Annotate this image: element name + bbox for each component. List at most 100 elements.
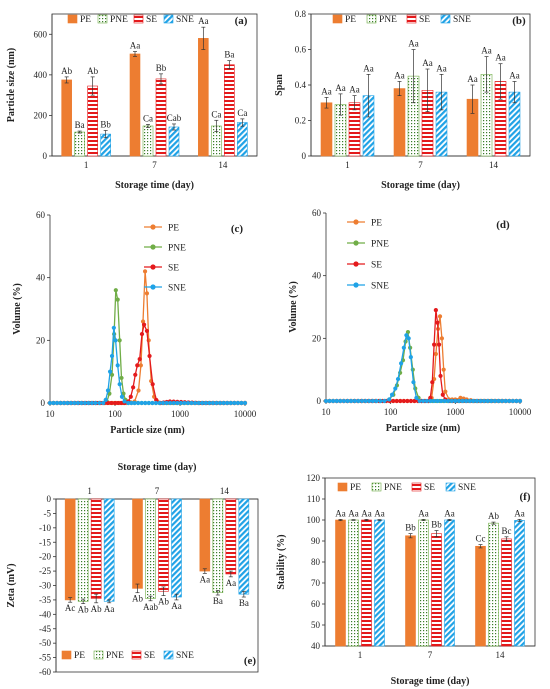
panel-e-ytick-label: -15 [39,537,51,547]
panel-b-bar-se-day1 [348,102,361,157]
panel-b-data-label: Aa [481,46,492,56]
panel-f-legend-swatch-pne [371,482,382,492]
panel-c-marker-se [141,322,147,327]
panel-b-ytick-label: 0.2 [295,116,306,126]
panel-c-panel-tag: (c) [231,223,244,235]
panel-f-ytick-label: 70 [311,578,321,588]
panel-e-y-axis-title: Zeta (mV) [6,563,17,607]
panel-e-ytick-label: -50 [39,638,51,648]
panel-b-legend-label-pe: PE [345,15,356,25]
panel-b-data-label: Aa [467,74,478,84]
panel-d-panel-tag: (d) [496,219,510,231]
panel-c-marker-se [105,400,110,406]
panel-d-marker-sne [449,398,454,404]
panel-a-bar-sne-day14 [237,122,248,157]
panel-c-marker-sne [68,400,74,406]
panel-d-marker-sne [514,398,519,404]
panel-a-frame [51,13,258,157]
panel-e-bar-sne-day7 [171,498,182,598]
panel-d-marker-sne [417,398,422,404]
panel-b-legend-swatch-pe [332,14,343,24]
panel-a-data-label: Ab [87,66,98,76]
panel-d-marker-sne [499,398,505,404]
panel-c-marker-se [154,397,159,402]
panel-c-marker-sne [132,400,137,406]
panel-d-marker-sne [460,398,465,404]
panel-b-data-label: Aa [408,39,419,49]
panel-e-ytick-label: -40 [39,609,51,619]
panel-c-marker-sne [109,353,115,359]
panel-c-marker-sne [232,400,237,406]
panel-f-data-label: Aa [374,509,385,519]
panel-c-marker-sne [239,400,244,406]
panel-b-legend-label-pne: PNE [379,15,397,25]
panel-d-marker-sne [424,398,429,404]
panel-e-bar-pne-day1 [77,498,89,602]
panel-d-marker-sne [341,398,347,404]
panel-b-data-label: Aa [436,63,447,73]
panel-c-marker-sne [185,400,191,406]
panel-d-marker-pne [405,329,411,335]
panel-c-marker-sne [89,400,95,406]
panel-f-bar-se-day1 [361,519,372,647]
panel-d-xtick-label: 10 [322,407,332,417]
panel-b-bar-pe-day7 [393,88,406,157]
panel-c-marker-sne [203,400,208,406]
panel-c-marker-sne [65,400,70,406]
panel-e-bar-se-day7 [158,498,169,592]
panel-f-bar-se-day14 [501,538,512,647]
panel-b-legend-swatch-se [406,14,417,24]
panel-d-marker-se [401,398,406,404]
panel-c-marker-sne [115,363,120,368]
panel-d-legend-label-pe: PE [371,219,382,229]
panel-d-marker-sne [482,398,487,404]
panel-c-marker-se [131,385,136,390]
panel-d-xtick-label: 10000 [509,407,532,417]
panel-c-marker-sne [146,400,151,406]
panel-e-bar-pne-day14 [212,498,224,594]
panel-b-data-label: Aa [394,70,405,80]
panel-d-legend-marker-pne [353,240,359,246]
panel-c-xtick-label: 100 [108,409,122,419]
panel-c-marker-sne [235,400,240,406]
panel-d-marker-sne [446,398,451,404]
panel-d-marker-sne [507,398,512,404]
panel-c-marker-sne [105,388,111,393]
panel-d-marker-sne [471,398,476,404]
panel-c-marker-pne [107,391,112,396]
panel-b-ytick-label: 0 [302,151,307,161]
panel-d-legend-marker-se [353,261,359,267]
panel-d-ytick-label: 40 [312,271,322,281]
panel-e-bar-pne-day7 [145,498,156,599]
panel-a-legend-swatch-pe [67,14,78,24]
panel-d-marker-sne [492,398,497,404]
panel-c-marker-se [119,400,124,406]
panel-e-ytick-label: -55 [39,653,51,663]
panel-d-series-line-pne [326,331,520,402]
panel-d-marker-se [433,308,438,313]
panel-b-legend-swatch-sne [440,14,451,24]
panel-c: 0 20 40 60 10 100 1000 10000 PE PNE SE SNE Particle … [12,210,257,436]
panel-e-legend-swatch-se [131,650,142,660]
panel-d-marker-se [432,342,437,347]
panel-a-legend-swatch-se [133,14,144,24]
panel-e-legend-swatch-sne [163,650,174,660]
panel-a-ytick-label: 0 [43,151,48,161]
panel-f-data-label: Aa [361,508,372,518]
panel-c-marker-sne [143,400,148,406]
panel-b: 00.20.40.60.8Aa Aa AaAa1AaAaAaAa7AaAaAaAa1… [274,9,531,191]
panel-a-legend-swatch-pne [97,14,108,24]
panel-d-marker-sne [442,398,447,404]
panel-a-xtick-label: 14 [218,160,228,170]
panel-a-data-label: Ba [75,120,85,130]
panel-d-marker-sne [485,398,490,404]
panel-d-marker-sne [474,398,480,404]
panel-e-legend-label-sne: SNE [176,651,194,661]
panel-c-legend-marker-se [150,264,156,270]
panel-c-marker-sne [175,400,180,406]
panel-d-marker-sne [334,398,339,404]
panel-d-marker-sne [503,398,508,404]
